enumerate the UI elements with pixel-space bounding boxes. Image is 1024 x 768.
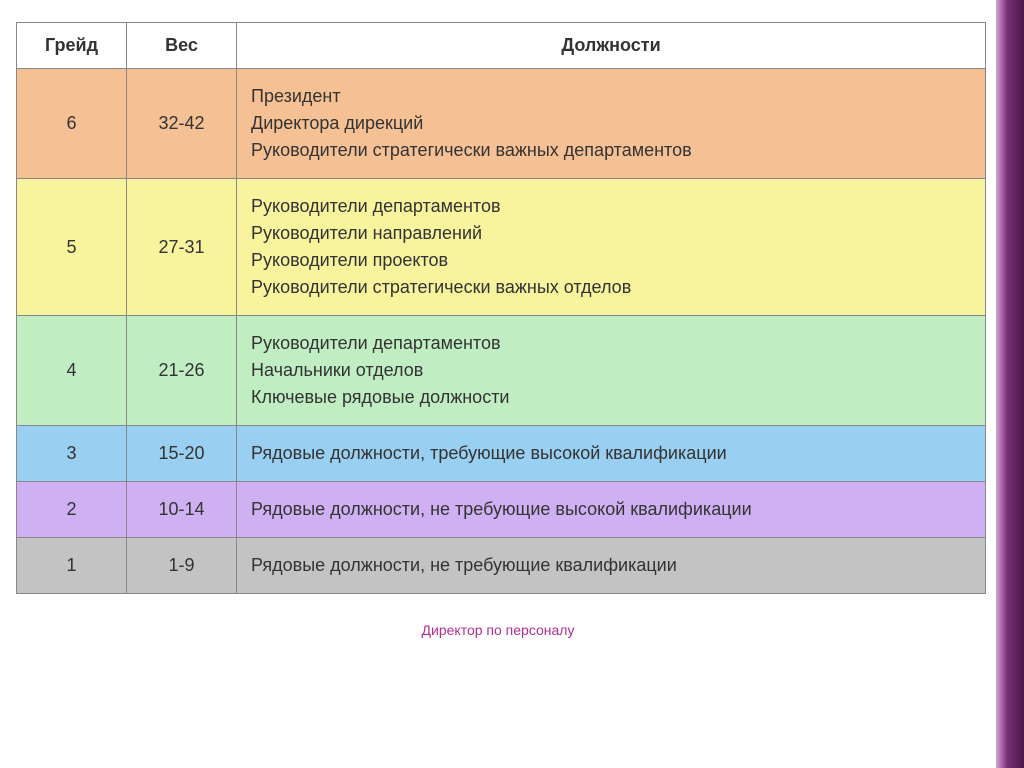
- position-line: Руководители стратегически важных департ…: [251, 137, 971, 164]
- cell-weight: 1-9: [127, 538, 237, 594]
- position-line: Руководители стратегически важных отдело…: [251, 274, 971, 301]
- table-header-row: Грейд Вес Должности: [17, 23, 986, 69]
- cell-grade: 5: [17, 179, 127, 316]
- position-line: Ключевые рядовые должности: [251, 384, 971, 411]
- header-weight: Вес: [127, 23, 237, 69]
- position-line: Руководители департаментов: [251, 330, 971, 357]
- position-line: Руководители проектов: [251, 247, 971, 274]
- cell-positions: Рядовые должности, не требующие высокой …: [237, 482, 986, 538]
- header-grade: Грейд: [17, 23, 127, 69]
- grades-table: Грейд Вес Должности 632-42ПрезидентДирек…: [16, 22, 986, 594]
- cell-positions: ПрезидентДиректора дирекцийРуководители …: [237, 69, 986, 179]
- table-body: 632-42ПрезидентДиректора дирекцийРуковод…: [17, 69, 986, 594]
- table-row: 210-14 Рядовые должности, не требующие вы…: [17, 482, 986, 538]
- cell-positions: Рядовые должности, требующие высокой ква…: [237, 426, 986, 482]
- cell-weight: 10-14: [127, 482, 237, 538]
- table-row: 315-20 Рядовые должности, требующие высок…: [17, 426, 986, 482]
- position-line: Рядовые должности, не требующие высокой …: [251, 496, 971, 523]
- table-row: 527-31Руководители департаментовРуководи…: [17, 179, 986, 316]
- position-line: Начальники отделов: [251, 357, 971, 384]
- table-row: 421-26Руководители департаментовНачальни…: [17, 316, 986, 426]
- position-line: Рядовые должности, требующие высокой ква…: [251, 440, 971, 467]
- cell-positions: Рядовые должности, не требующие квалифик…: [237, 538, 986, 594]
- position-line: Директора дирекций: [251, 110, 971, 137]
- cell-grade: 3: [17, 426, 127, 482]
- position-line: Руководители направлений: [251, 220, 971, 247]
- cell-weight: 32-42: [127, 69, 237, 179]
- cell-grade: 1: [17, 538, 127, 594]
- slide-side-decoration: [996, 0, 1024, 768]
- cell-grade: 2: [17, 482, 127, 538]
- cell-positions: Руководители департаментовРуководители н…: [237, 179, 986, 316]
- table-container: Грейд Вес Должности 632-42ПрезидентДирек…: [0, 0, 1024, 594]
- cell-grade: 6: [17, 69, 127, 179]
- position-line: Рядовые должности, не требующие квалифик…: [251, 552, 971, 579]
- cell-weight: 15-20: [127, 426, 237, 482]
- position-line: Президент: [251, 83, 971, 110]
- table-row: 632-42ПрезидентДиректора дирекцийРуковод…: [17, 69, 986, 179]
- table-row: 11-9 Рядовые должности, не требующие квал…: [17, 538, 986, 594]
- footer-caption: Директор по персоналу: [0, 622, 1024, 638]
- cell-weight: 27-31: [127, 179, 237, 316]
- header-positions: Должности: [237, 23, 986, 69]
- cell-weight: 21-26: [127, 316, 237, 426]
- cell-positions: Руководители департаментовНачальники отд…: [237, 316, 986, 426]
- position-line: Руководители департаментов: [251, 193, 971, 220]
- cell-grade: 4: [17, 316, 127, 426]
